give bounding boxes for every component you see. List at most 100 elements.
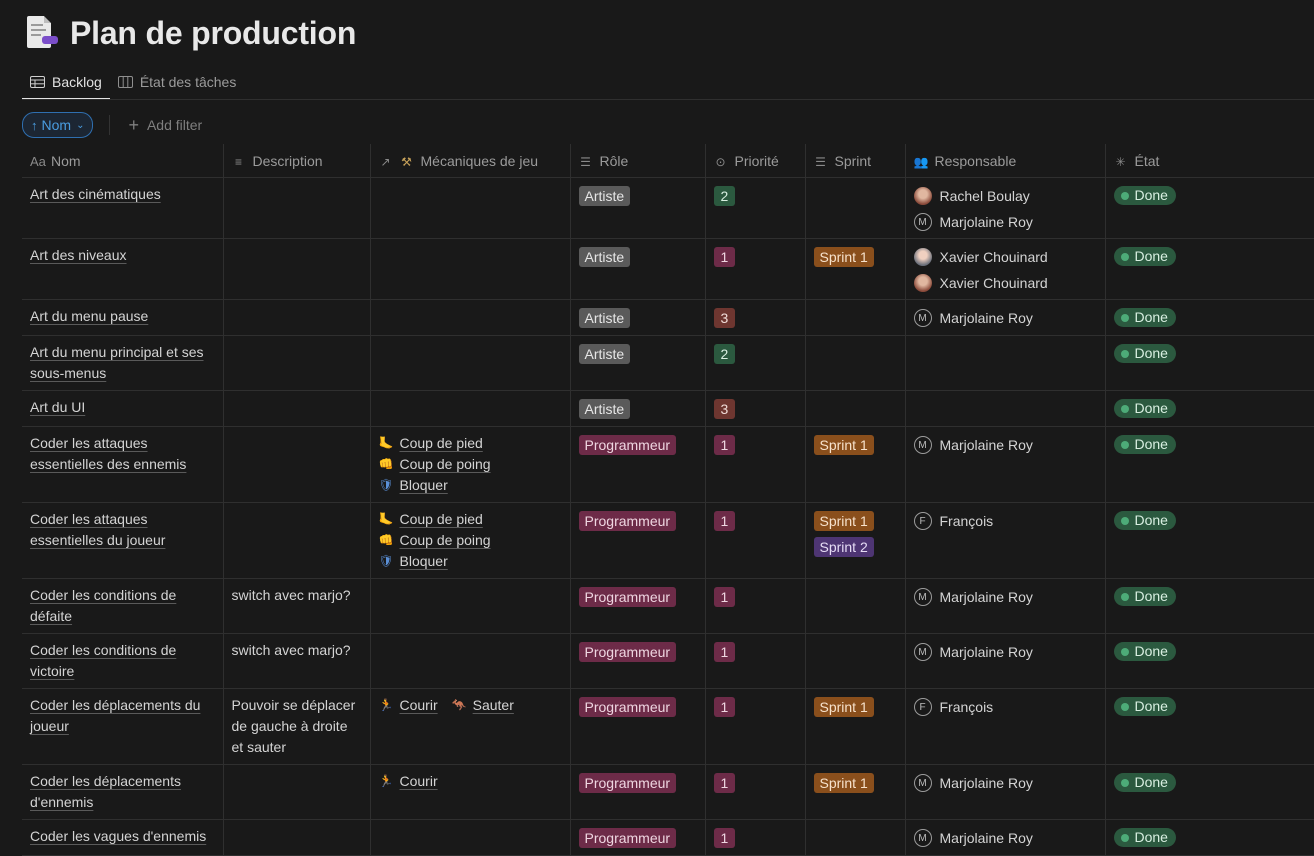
table-row[interactable]: Coder les déplacements du joueur Pouvoir … bbox=[22, 688, 1314, 765]
cell-description[interactable]: Pouvoir se déplacer de gauche à droite e… bbox=[223, 688, 371, 765]
table-row[interactable]: Art du menu principal et ses sous-menus A… bbox=[22, 335, 1314, 391]
cell-etat[interactable]: Done bbox=[1105, 335, 1314, 391]
table-row[interactable]: Art du UI Artiste 3 Done bbox=[22, 390, 1314, 427]
cell-priorite[interactable]: 1 bbox=[705, 238, 806, 300]
cell-etat[interactable]: Done bbox=[1105, 688, 1314, 765]
cell-sprint[interactable]: Sprint 1 bbox=[805, 238, 906, 300]
cell-mecaniques[interactable] bbox=[370, 633, 571, 689]
cell-mecaniques[interactable]: 🦶 Coup de pied 👊 Coup de poing 🛡 Bloquer bbox=[370, 426, 571, 503]
cell-mecaniques[interactable] bbox=[370, 238, 571, 300]
column-header-sprint[interactable]: ☰ Sprint bbox=[805, 144, 906, 178]
cell-sprint[interactable] bbox=[805, 819, 906, 856]
cell-description[interactable] bbox=[223, 390, 371, 427]
cell-responsable[interactable]: M Marjolaine Roy bbox=[905, 819, 1106, 856]
cell-responsable[interactable] bbox=[905, 390, 1106, 427]
cell-priorite[interactable]: 1 bbox=[705, 764, 806, 820]
cell-nom[interactable]: Art des cinématiques bbox=[22, 177, 224, 239]
table-row[interactable]: Coder les vagues d'ennemis Programmeur 1 M M… bbox=[22, 819, 1314, 856]
cell-description[interactable] bbox=[223, 299, 371, 336]
cell-mecaniques[interactable] bbox=[370, 390, 571, 427]
cell-mecaniques[interactable]: 🦶 Coup de pied 👊 Coup de poing 🛡 Bloquer bbox=[370, 502, 571, 579]
tab-etat-des-taches[interactable]: État des tâches bbox=[110, 66, 245, 98]
table-row[interactable]: Art des niveaux Artiste 1 Sprint 1 Xavier Ch… bbox=[22, 238, 1314, 300]
cell-responsable[interactable]: M Marjolaine Roy bbox=[905, 633, 1106, 689]
cell-etat[interactable]: Done bbox=[1105, 299, 1314, 336]
cell-sprint[interactable]: Sprint 1 bbox=[805, 426, 906, 503]
cell-etat[interactable]: Done bbox=[1105, 238, 1314, 300]
mechanic-link[interactable]: 🏃 Courir bbox=[379, 771, 562, 792]
cell-sprint[interactable] bbox=[805, 633, 906, 689]
sort-nom-button[interactable]: ↑ Nom ⌄ bbox=[22, 112, 94, 138]
table-row[interactable]: Coder les attaques essentielles des enne… bbox=[22, 426, 1314, 503]
cell-priorite[interactable]: 2 bbox=[705, 335, 806, 391]
table-row[interactable]: Art du menu pause Artiste 3 M Marjolaine Roy… bbox=[22, 299, 1314, 336]
cell-priorite[interactable]: 1 bbox=[705, 688, 806, 765]
table-row[interactable]: Art des cinématiques Artiste 2 Rachel Boula… bbox=[22, 177, 1314, 239]
cell-role[interactable]: Programmeur bbox=[570, 502, 706, 579]
mechanic-link[interactable]: 🦶 Coup de pied bbox=[379, 433, 562, 454]
cell-nom[interactable]: Coder les déplacements d'ennemis bbox=[22, 764, 224, 820]
cell-etat[interactable]: Done bbox=[1105, 578, 1314, 634]
cell-responsable[interactable]: F François bbox=[905, 688, 1106, 765]
column-header-role[interactable]: ☰ Rôle bbox=[570, 144, 706, 178]
table-row[interactable]: Coder les attaques essentielles du joueu… bbox=[22, 502, 1314, 579]
tab-backlog[interactable]: Backlog bbox=[22, 66, 110, 100]
cell-nom[interactable]: Coder les conditions de défaite bbox=[22, 578, 224, 634]
mechanic-link[interactable]: 🛡 Bloquer bbox=[379, 551, 562, 572]
cell-role[interactable]: Programmeur bbox=[570, 578, 706, 634]
cell-etat[interactable]: Done bbox=[1105, 819, 1314, 856]
cell-priorite[interactable]: 1 bbox=[705, 578, 806, 634]
add-filter-button[interactable]: + Add filter bbox=[128, 116, 202, 134]
column-header-description[interactable]: ≡ Description bbox=[223, 144, 371, 178]
mechanic-link[interactable]: 🦶 Coup de pied bbox=[379, 509, 562, 530]
table-row[interactable]: Coder les conditions de défaite switch av… bbox=[22, 578, 1314, 634]
cell-description[interactable] bbox=[223, 426, 371, 503]
cell-mecaniques[interactable] bbox=[370, 299, 571, 336]
cell-nom[interactable]: Art des niveaux bbox=[22, 238, 224, 300]
cell-sprint[interactable] bbox=[805, 299, 906, 336]
cell-sprint[interactable]: Sprint 1 bbox=[805, 764, 906, 820]
cell-role[interactable]: Programmeur bbox=[570, 426, 706, 503]
column-header-mecaniques[interactable]: ↗ ⚒ Mécaniques de jeu bbox=[370, 144, 571, 178]
cell-role[interactable]: Programmeur bbox=[570, 633, 706, 689]
cell-priorite[interactable]: 1 bbox=[705, 819, 806, 856]
cell-priorite[interactable]: 1 bbox=[705, 426, 806, 503]
mechanic-link[interactable]: 🦘 Sauter bbox=[452, 695, 514, 716]
cell-mecaniques[interactable]: 🏃 Courir 🦘 Sauter bbox=[370, 688, 571, 765]
cell-description[interactable] bbox=[223, 238, 371, 300]
column-header-priorite[interactable]: ⊙ Priorité bbox=[705, 144, 806, 178]
cell-etat[interactable]: Done bbox=[1105, 426, 1314, 503]
cell-role[interactable]: Artiste bbox=[570, 390, 706, 427]
cell-sprint[interactable] bbox=[805, 335, 906, 391]
cell-nom[interactable]: Coder les attaques essentielles du joueu… bbox=[22, 502, 224, 579]
cell-sprint[interactable] bbox=[805, 578, 906, 634]
cell-responsable[interactable]: Xavier Chouinard Xavier Chouinard bbox=[905, 238, 1106, 300]
cell-responsable[interactable]: M Marjolaine Roy bbox=[905, 578, 1106, 634]
cell-responsable[interactable]: M Marjolaine Roy bbox=[905, 764, 1106, 820]
cell-role[interactable]: Artiste bbox=[570, 177, 706, 239]
cell-description[interactable] bbox=[223, 764, 371, 820]
cell-responsable[interactable]: Rachel Boulay M Marjolaine Roy bbox=[905, 177, 1106, 239]
cell-role[interactable]: Artiste bbox=[570, 335, 706, 391]
column-header-responsable[interactable]: 👥 Responsable bbox=[905, 144, 1106, 178]
cell-mecaniques[interactable]: 🏃 Courir bbox=[370, 764, 571, 820]
cell-nom[interactable]: Art du menu pause bbox=[22, 299, 224, 336]
mechanic-link[interactable]: 🏃 Courir bbox=[379, 695, 438, 716]
cell-nom[interactable]: Coder les déplacements du joueur bbox=[22, 688, 224, 765]
cell-role[interactable]: Artiste bbox=[570, 299, 706, 336]
cell-etat[interactable]: Done bbox=[1105, 177, 1314, 239]
cell-responsable[interactable]: F François bbox=[905, 502, 1106, 579]
cell-responsable[interactable]: M Marjolaine Roy bbox=[905, 299, 1106, 336]
cell-mecaniques[interactable] bbox=[370, 578, 571, 634]
cell-mecaniques[interactable] bbox=[370, 177, 571, 239]
cell-etat[interactable]: Done bbox=[1105, 390, 1314, 427]
table-row[interactable]: Coder les déplacements d'ennemis 🏃 Courir P… bbox=[22, 764, 1314, 820]
cell-description[interactable]: switch avec marjo? bbox=[223, 633, 371, 689]
mechanic-link[interactable]: 🛡 Bloquer bbox=[379, 475, 562, 496]
cell-mecaniques[interactable] bbox=[370, 335, 571, 391]
column-header-nom[interactable]: Aa Nom bbox=[22, 144, 224, 178]
cell-description[interactable] bbox=[223, 819, 371, 856]
cell-priorite[interactable]: 3 bbox=[705, 299, 806, 336]
cell-sprint[interactable]: Sprint 1 bbox=[805, 688, 906, 765]
cell-nom[interactable]: Coder les conditions de victoire bbox=[22, 633, 224, 689]
